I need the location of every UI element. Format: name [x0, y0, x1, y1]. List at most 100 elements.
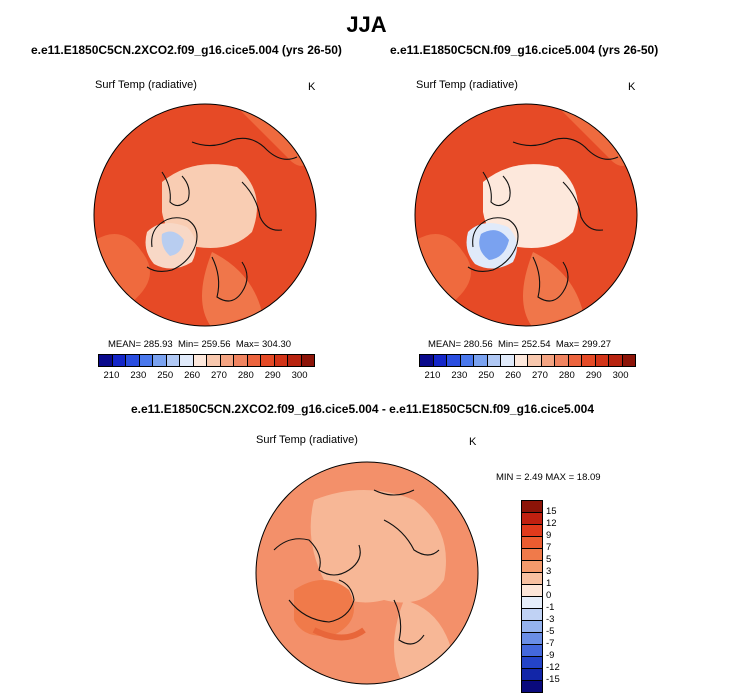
colorbar-tick-label: -12	[546, 662, 560, 673]
colorbar-swatch	[522, 669, 542, 681]
colorbar-swatch	[522, 585, 542, 597]
panel-1-variable: Surf Temp (radiative)	[95, 79, 197, 91]
colorbar-swatch	[522, 573, 542, 585]
colorbar-swatch	[433, 355, 447, 366]
colorbar-tick-label: 15	[546, 506, 557, 517]
colorbar-tick-label: 0	[546, 590, 552, 601]
panel-1-polar-map	[93, 103, 317, 327]
panel-2-max: Max= 299.27	[555, 339, 612, 350]
colorbar-swatch	[166, 355, 180, 366]
colorbar-tick-label: 230	[451, 370, 468, 381]
colorbar-swatch	[288, 355, 302, 366]
panel-1-mean: MEAN= 285.93	[108, 339, 173, 350]
colorbar-tick-label: 230	[130, 370, 147, 381]
colorbar-swatch	[447, 355, 461, 366]
colorbar-swatch	[528, 355, 542, 366]
colorbar-tick-label: 280	[558, 370, 575, 381]
colorbar-swatch	[139, 355, 153, 366]
colorbar-swatch	[420, 355, 434, 366]
panel-1-colorbar-ticks: 210 230 250 260 270 280 290 300	[98, 370, 313, 382]
colorbar-swatch	[568, 355, 582, 366]
colorbar-tick-label: 270	[211, 370, 227, 381]
colorbar-swatch	[153, 355, 167, 366]
colorbar-swatch	[609, 355, 623, 366]
colorbar-swatch	[522, 549, 542, 561]
colorbar-tick-label: 210	[424, 370, 441, 381]
colorbar-swatch	[522, 597, 542, 609]
colorbar-swatch	[474, 355, 488, 366]
panel-2-stats: MEAN= 280.56 Min= 252.54 Max= 299.27	[428, 339, 611, 350]
panel-1-units: K	[308, 81, 316, 93]
colorbar-swatch	[274, 355, 288, 366]
colorbar-swatch	[522, 513, 542, 525]
colorbar-swatch	[207, 355, 221, 366]
panel-2-case-title: e.e11.E1850C5CN.f09_g16.cice5.004 (yrs 2…	[390, 43, 659, 57]
colorbar-swatch	[622, 355, 635, 366]
panel-2-variable: Surf Temp (radiative)	[416, 79, 518, 91]
colorbar-swatch	[126, 355, 140, 366]
colorbar-swatch	[460, 355, 474, 366]
colorbar-swatch	[180, 355, 194, 366]
diff-case-title: e.e11.E1850C5CN.2XCO2.f09_g16.cice5.004 …	[131, 402, 594, 416]
colorbar-swatch	[99, 355, 113, 366]
colorbar-tick-label: 9	[546, 530, 552, 541]
colorbar-tick-label: 210	[103, 370, 120, 381]
colorbar-tick-label: 300	[612, 370, 629, 381]
panel-1-stats: MEAN= 285.93 Min= 259.56 Max= 304.30	[108, 339, 291, 350]
panel-1-case-title: e.e11.E1850C5CN.2XCO2.f09_g16.cice5.004 …	[31, 43, 342, 57]
colorbar-swatch	[522, 621, 542, 633]
colorbar-tick-label: 250	[157, 370, 174, 381]
colorbar-swatch	[522, 657, 542, 669]
colorbar-swatch	[522, 537, 542, 549]
colorbar-swatch	[234, 355, 248, 366]
panel-2-min: Min= 252.54	[497, 339, 551, 350]
panel-1-min: Min= 259.56	[177, 339, 231, 350]
colorbar-swatch	[301, 355, 314, 366]
colorbar-swatch	[522, 501, 542, 513]
colorbar-tick-label: -9	[546, 650, 555, 661]
colorbar-swatch	[522, 645, 542, 657]
colorbar-swatch	[247, 355, 261, 366]
colorbar-tick-label: 3	[546, 566, 552, 577]
colorbar-swatch	[555, 355, 569, 366]
colorbar-swatch	[522, 609, 542, 621]
panel-2-colorbar-ticks: 210 230 250 260 270 280 290 300	[419, 370, 634, 382]
colorbar-tick-label: 260	[184, 370, 200, 381]
colorbar-tick-label: 290	[585, 370, 602, 381]
colorbar-tick-label: 280	[237, 370, 254, 381]
panel-2-units: K	[628, 81, 636, 93]
diff-colorbar	[521, 500, 543, 693]
diff-variable: Surf Temp (radiative)	[256, 434, 358, 446]
colorbar-swatch	[487, 355, 501, 366]
colorbar-tick-label: 270	[532, 370, 548, 381]
colorbar-swatch	[541, 355, 555, 366]
colorbar-swatch	[595, 355, 609, 366]
colorbar-tick-label: 290	[264, 370, 281, 381]
colorbar-tick-label: 260	[505, 370, 521, 381]
panel-2-mean: MEAN= 280.56	[428, 339, 493, 350]
colorbar-tick-label: -15	[546, 674, 560, 685]
colorbar-swatch	[522, 561, 542, 573]
colorbar-swatch	[501, 355, 515, 366]
diff-polar-map	[255, 461, 479, 685]
colorbar-swatch	[522, 525, 542, 537]
colorbar-swatch	[522, 633, 542, 645]
colorbar-tick-label: -3	[546, 614, 555, 625]
colorbar-swatch	[582, 355, 596, 366]
colorbar-tick-label: 250	[478, 370, 495, 381]
panel-1-max: Max= 304.30	[235, 339, 292, 350]
diff-minmax: MIN = 2.49 MAX = 18.09	[496, 472, 601, 483]
colorbar-tick-label: -7	[546, 638, 555, 649]
colorbar-tick-label: -5	[546, 626, 555, 637]
colorbar-tick-label: 300	[291, 370, 308, 381]
colorbar-tick-label: 1	[546, 578, 552, 589]
colorbar-swatch	[193, 355, 207, 366]
colorbar-tick-label: 5	[546, 554, 552, 565]
colorbar-swatch	[220, 355, 234, 366]
colorbar-tick-label: 7	[546, 542, 552, 553]
diff-units: K	[469, 436, 477, 448]
colorbar-tick-label: 12	[546, 518, 557, 529]
panel-1-colorbar	[98, 354, 315, 367]
diff-colorbar-ticks: 15 12 9 7 5 3 1 0 -1 -3 -5 -7 -9 -12 -15	[546, 500, 576, 685]
colorbar-swatch	[514, 355, 528, 366]
